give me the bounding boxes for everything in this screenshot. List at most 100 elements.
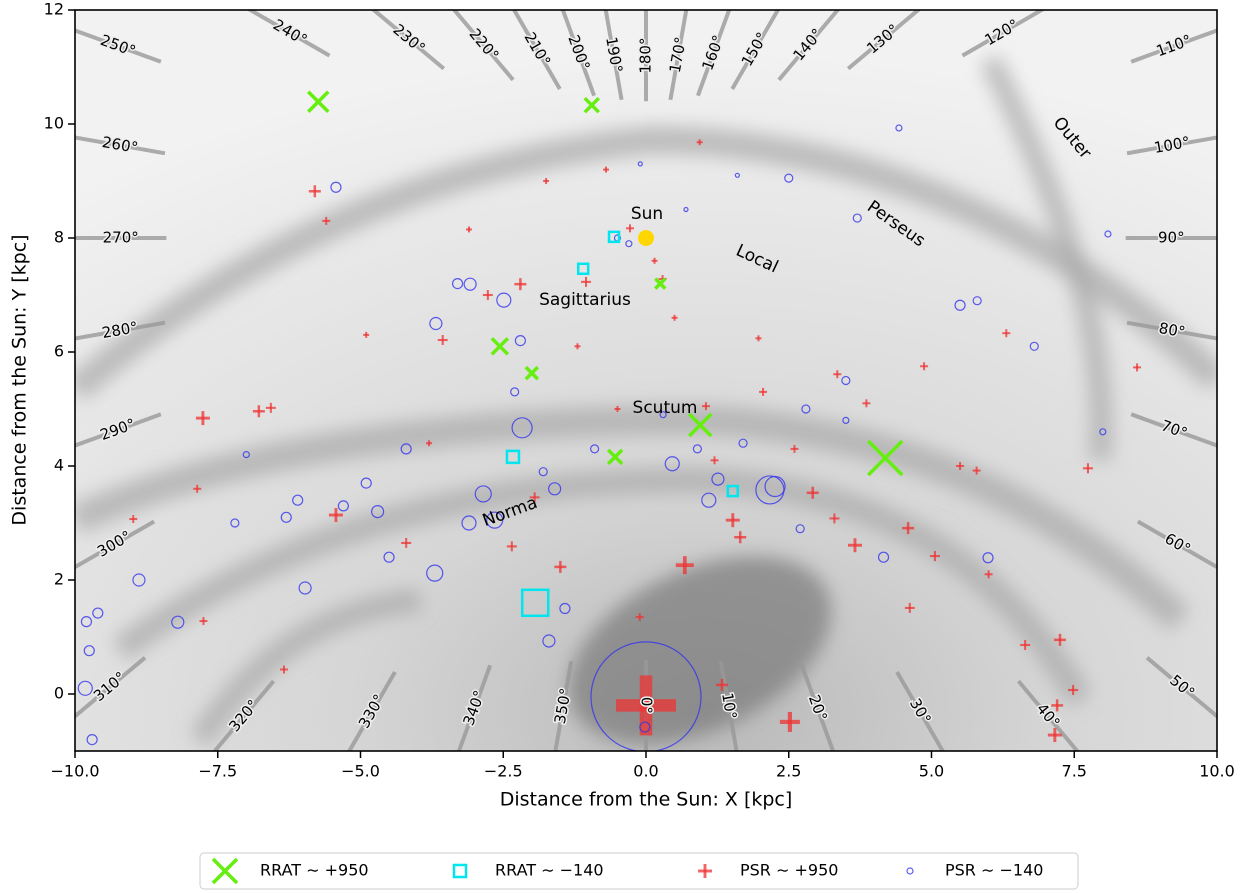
longitude-ray <box>511 10 562 90</box>
point <box>734 531 747 544</box>
longitude-ray <box>553 660 574 751</box>
point <box>542 634 556 648</box>
plus-v <box>959 462 962 470</box>
point <box>371 505 385 519</box>
circle <box>337 500 349 512</box>
longitude-ray <box>1016 679 1080 751</box>
circle <box>92 607 104 619</box>
circle <box>664 456 680 472</box>
point <box>482 290 493 300</box>
plus-v <box>975 466 978 475</box>
point <box>590 444 600 454</box>
point <box>474 485 492 503</box>
plus-v <box>1058 633 1062 646</box>
point <box>1082 463 1093 474</box>
circle <box>538 467 548 477</box>
point <box>701 402 710 411</box>
point <box>505 449 521 465</box>
circle <box>461 515 477 531</box>
point <box>639 721 651 733</box>
plus-v <box>334 508 338 523</box>
longitude-ray <box>777 10 841 82</box>
point <box>554 560 567 573</box>
circle <box>429 316 443 331</box>
point <box>426 564 444 582</box>
circle <box>230 518 240 528</box>
plus-v <box>811 486 814 499</box>
plus-v <box>731 513 735 528</box>
plus-v <box>519 278 522 291</box>
point <box>322 216 331 225</box>
y-tick-label: 2 <box>54 570 64 589</box>
point <box>524 365 540 381</box>
point <box>683 206 689 213</box>
point <box>664 456 680 472</box>
point <box>461 515 477 531</box>
point <box>360 477 372 489</box>
point <box>199 617 208 626</box>
point <box>1104 230 1112 238</box>
longitude-ray <box>75 519 156 570</box>
point <box>583 96 600 114</box>
point <box>806 486 819 499</box>
longitude-ray <box>75 656 147 719</box>
point <box>842 416 850 424</box>
longitude-ray <box>560 10 596 97</box>
plus-v <box>616 406 619 412</box>
circle <box>683 206 689 213</box>
plus-v <box>405 537 408 548</box>
point <box>337 500 349 512</box>
point <box>1002 329 1011 338</box>
point <box>463 277 477 291</box>
longitude-ray <box>1130 28 1217 64</box>
point <box>1068 685 1079 696</box>
point <box>675 556 694 575</box>
point <box>625 240 633 248</box>
point <box>801 404 811 414</box>
point <box>614 406 621 412</box>
legend-marker <box>211 857 239 885</box>
point <box>725 513 740 528</box>
plus-v <box>987 570 990 579</box>
x-stroke <box>524 365 540 381</box>
point <box>280 511 292 523</box>
point <box>132 573 146 587</box>
point <box>279 665 288 674</box>
plus-v <box>1024 639 1027 650</box>
longitude-ray <box>75 320 166 341</box>
longitude-ray <box>696 10 732 97</box>
point <box>726 484 740 498</box>
plus-v <box>1136 363 1139 372</box>
longitude-ray <box>1145 656 1217 719</box>
point <box>195 411 210 426</box>
data-points <box>77 90 1142 751</box>
point <box>506 541 517 552</box>
point <box>755 335 762 342</box>
circle <box>86 733 98 746</box>
legend-label: RRAT ∼ −140 <box>495 861 604 880</box>
point <box>292 494 304 506</box>
longitude-ray <box>75 412 162 448</box>
circle <box>590 641 702 751</box>
plus-v <box>757 335 760 342</box>
point <box>514 335 526 347</box>
circle <box>1104 230 1112 238</box>
point <box>862 399 871 408</box>
point <box>437 335 448 346</box>
plus-v <box>1072 685 1075 696</box>
plus-v <box>698 139 701 146</box>
x-stroke <box>211 857 239 885</box>
point <box>1053 633 1066 646</box>
point <box>451 278 464 290</box>
plus-v <box>638 613 641 622</box>
point <box>77 680 93 696</box>
circle <box>171 615 185 629</box>
point <box>902 522 915 535</box>
circle <box>842 416 850 424</box>
point <box>520 588 550 618</box>
longitude-label: 0° <box>638 697 656 714</box>
point <box>654 277 667 290</box>
plus-v <box>639 675 653 736</box>
point <box>904 602 915 613</box>
